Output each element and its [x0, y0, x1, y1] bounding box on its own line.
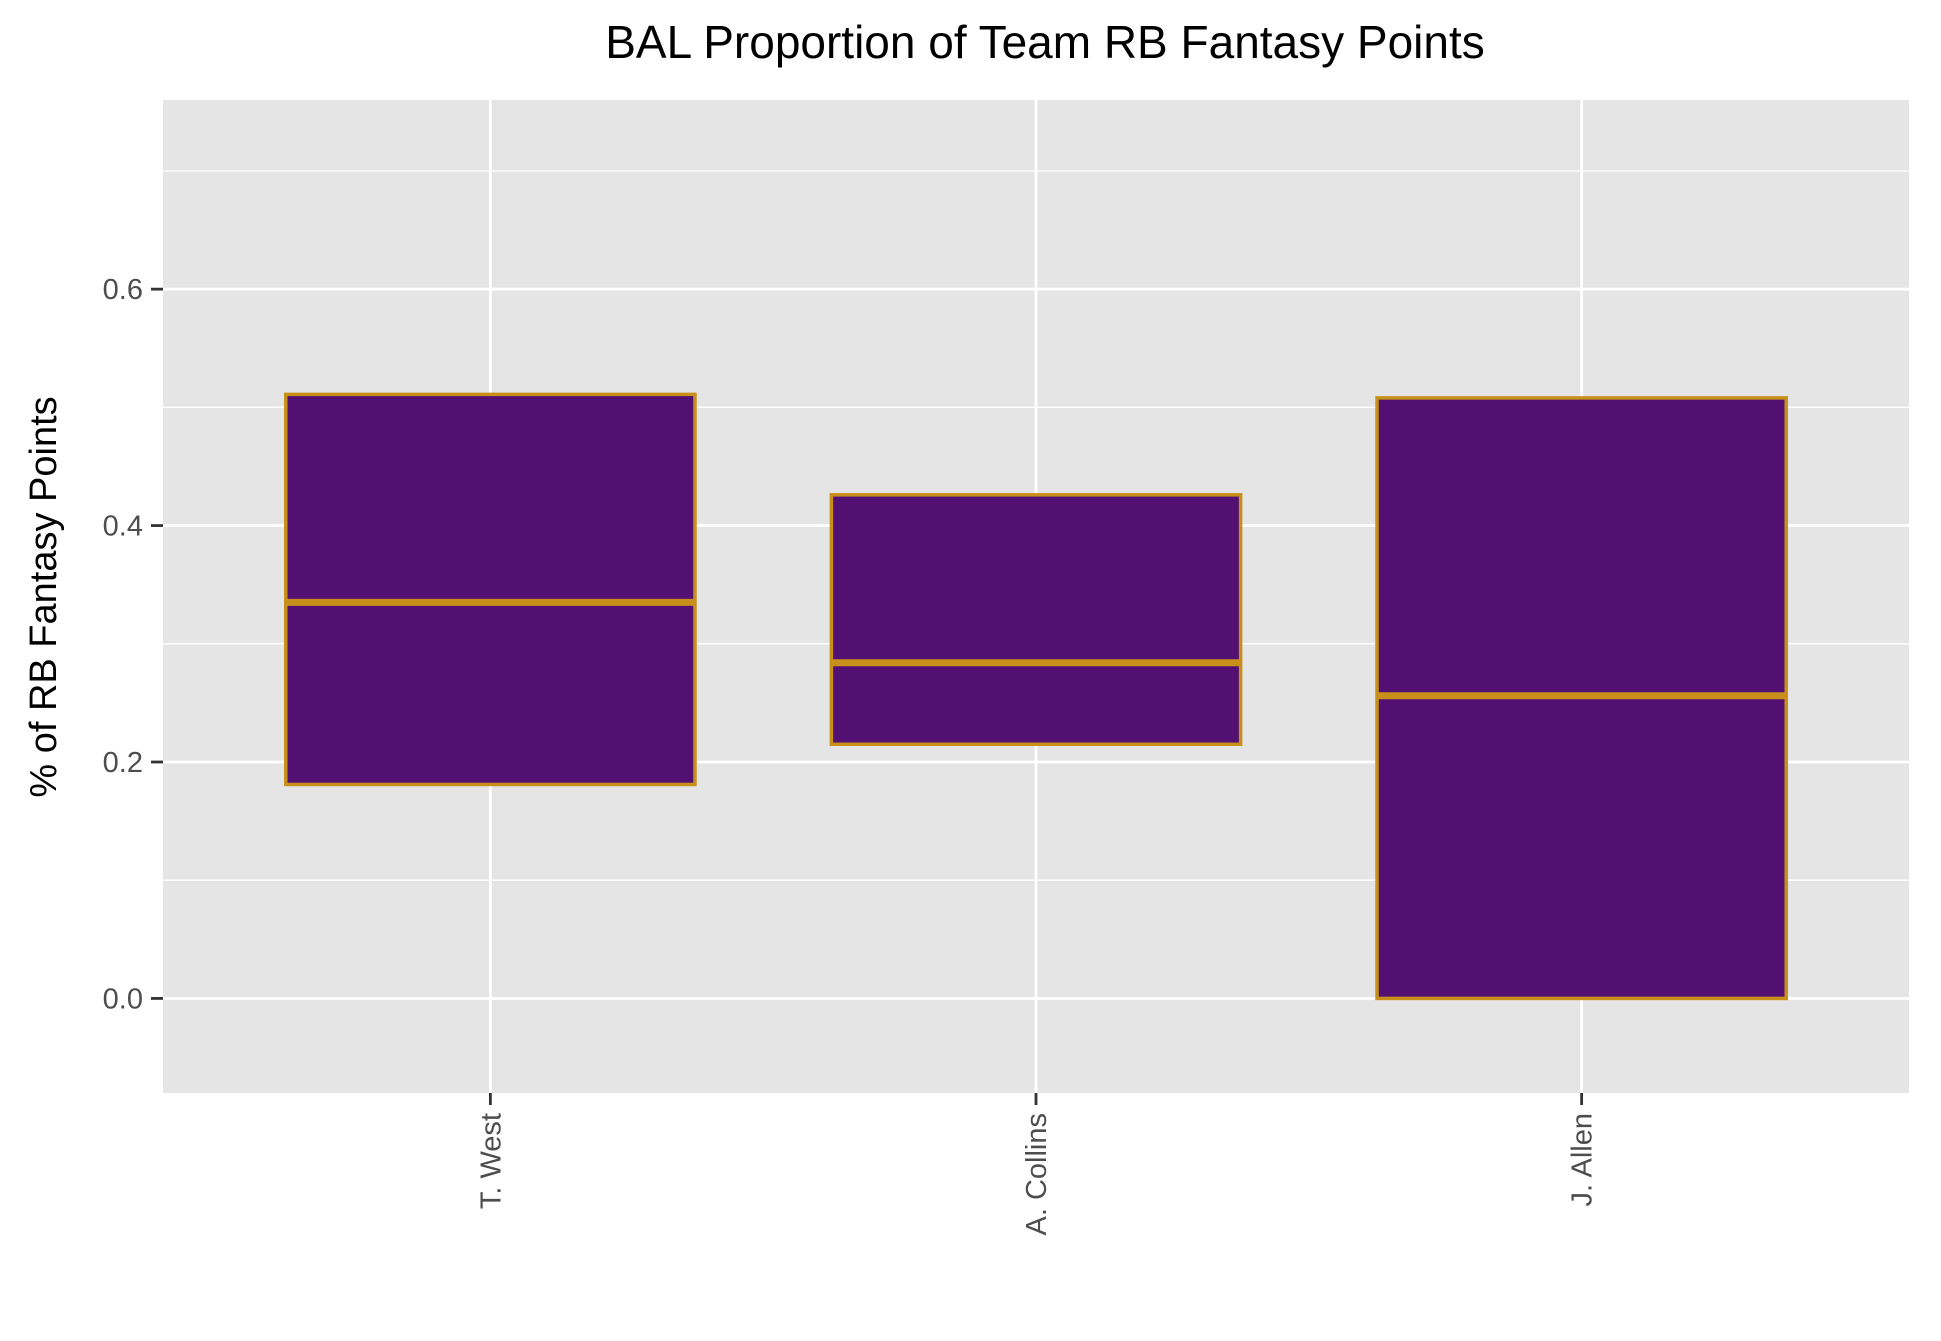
- y-tick-label: 0.2: [103, 747, 143, 779]
- x-tick-label: J. Allen: [1567, 1113, 1599, 1207]
- x-axis: T. West A. Collins J. Allen: [475, 1093, 1598, 1236]
- x-tick-label: T. West: [475, 1113, 507, 1209]
- y-tick-label: 0.4: [103, 511, 143, 543]
- y-axis: 0.0 0.2 0.4 0.6: [103, 274, 163, 1015]
- chart-title: BAL Proportion of Team RB Fantasy Points: [605, 16, 1485, 68]
- y-axis-label: % of RB Fantasy Points: [23, 396, 65, 797]
- x-tick-label: A. Collins: [1021, 1113, 1053, 1236]
- box-2: [831, 495, 1240, 744]
- box-1: [286, 394, 695, 784]
- y-tick-label: 0.6: [103, 274, 143, 306]
- y-tick-label: 0.0: [103, 983, 143, 1015]
